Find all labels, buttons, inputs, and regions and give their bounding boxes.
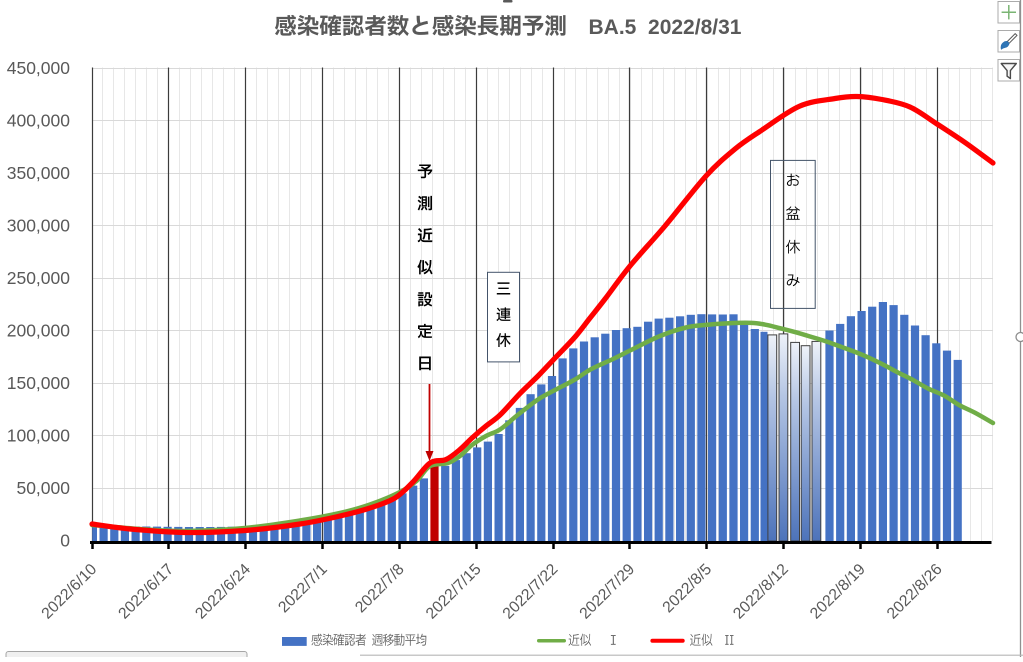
svg-text:100,000: 100,000 xyxy=(7,426,71,446)
svg-text:0: 0 xyxy=(60,531,70,551)
svg-text:300,000: 300,000 xyxy=(7,215,71,235)
svg-text:450,000: 450,000 xyxy=(7,58,71,78)
svg-text:350,000: 350,000 xyxy=(7,163,71,183)
svg-text:250,000: 250,000 xyxy=(7,268,71,288)
svg-text:200,000: 200,000 xyxy=(7,321,71,341)
svg-text:BA.5 2022/8/31: BA.5 2022/8/31 xyxy=(589,16,742,39)
svg-text:150,000: 150,000 xyxy=(7,373,71,393)
svg-text:50,000: 50,000 xyxy=(16,478,70,498)
svg-text:400,000: 400,000 xyxy=(7,110,71,130)
